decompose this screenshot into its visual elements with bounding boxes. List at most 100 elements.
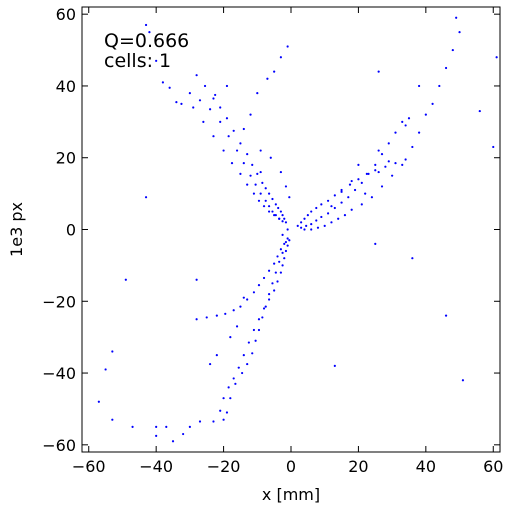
data-point — [148, 31, 151, 34]
x-tick-label: 60 — [483, 457, 503, 476]
data-point — [384, 165, 387, 168]
data-point — [205, 316, 208, 319]
data-point — [235, 149, 239, 152]
data-point — [394, 162, 397, 165]
data-point — [254, 183, 257, 186]
data-point — [279, 271, 282, 274]
data-point — [257, 284, 261, 287]
data-point — [492, 145, 495, 149]
data-point — [234, 382, 237, 385]
data-point — [343, 214, 347, 217]
data-point — [232, 129, 235, 132]
data-point — [104, 368, 107, 371]
data-point — [256, 172, 259, 175]
data-point — [182, 432, 185, 436]
data-point — [333, 364, 336, 367]
data-point — [225, 84, 229, 88]
data-point — [266, 77, 269, 80]
data-point — [252, 192, 256, 195]
data-point — [242, 296, 245, 299]
data-point — [364, 192, 367, 195]
x-tick-label: 0 — [286, 457, 296, 476]
data-point — [256, 92, 259, 95]
data-point — [340, 188, 343, 192]
data-point — [273, 70, 276, 73]
data-point — [214, 93, 217, 97]
data-point — [222, 418, 225, 421]
data-point — [330, 221, 333, 224]
data-point — [198, 420, 202, 423]
data-point — [374, 163, 377, 167]
x-tick-label: −60 — [72, 457, 106, 476]
data-point — [444, 314, 448, 317]
data-point — [195, 74, 198, 77]
data-point — [261, 316, 264, 319]
data-point — [411, 257, 414, 260]
data-point — [262, 307, 266, 310]
data-point — [286, 244, 289, 247]
data-point — [495, 56, 498, 59]
data-point — [203, 84, 207, 88]
y-tick-label: −60 — [42, 436, 76, 455]
data-point — [202, 120, 205, 123]
data-point — [246, 183, 249, 186]
data-point — [271, 282, 274, 285]
data-point — [283, 242, 286, 245]
data-point — [222, 397, 225, 400]
data-point — [188, 425, 191, 428]
data-point — [444, 66, 448, 70]
data-point — [276, 255, 279, 258]
data-point — [431, 102, 434, 105]
data-point — [225, 411, 229, 414]
data-point — [273, 262, 276, 265]
data-point — [367, 172, 370, 175]
data-point — [380, 185, 384, 188]
data-point — [284, 185, 288, 188]
data-point — [281, 251, 284, 254]
data-point — [279, 56, 282, 59]
data-point — [257, 318, 261, 321]
data-point — [161, 81, 165, 84]
data-point — [350, 179, 353, 183]
data-point — [252, 328, 256, 332]
data-point — [357, 178, 360, 181]
data-point — [461, 379, 465, 382]
data-point — [320, 215, 323, 219]
data-point — [404, 124, 407, 127]
data-points — [97, 16, 498, 443]
data-point — [219, 409, 222, 412]
data-point — [208, 362, 212, 366]
data-point — [227, 386, 230, 389]
data-point — [271, 210, 274, 213]
data-point — [232, 309, 235, 312]
data-point — [276, 280, 279, 283]
y-tick-label: 60 — [56, 5, 76, 24]
data-point — [274, 214, 277, 217]
data-point — [246, 298, 249, 301]
data-point — [380, 153, 384, 156]
data-point — [273, 214, 276, 217]
data-point — [283, 217, 286, 220]
data-point — [288, 239, 291, 242]
data-point — [310, 223, 313, 226]
data-point — [239, 172, 242, 175]
data-point — [229, 397, 232, 400]
data-point — [251, 163, 254, 167]
data-point — [305, 224, 308, 228]
data-point — [97, 400, 100, 403]
data-point — [350, 208, 353, 211]
data-point — [374, 169, 377, 172]
axis-ticks: −60 −40 −20 0 20 40 60 −60 −40 −20 0 20 40 60 — [42, 5, 503, 476]
y-tick-label: 20 — [56, 149, 76, 168]
data-point — [279, 210, 282, 213]
data-point — [286, 237, 289, 240]
data-point — [239, 305, 242, 308]
data-point — [257, 199, 261, 202]
data-point — [264, 305, 267, 308]
data-point — [348, 183, 352, 186]
data-point — [365, 172, 368, 175]
data-point — [261, 181, 264, 184]
data-point — [281, 264, 284, 267]
